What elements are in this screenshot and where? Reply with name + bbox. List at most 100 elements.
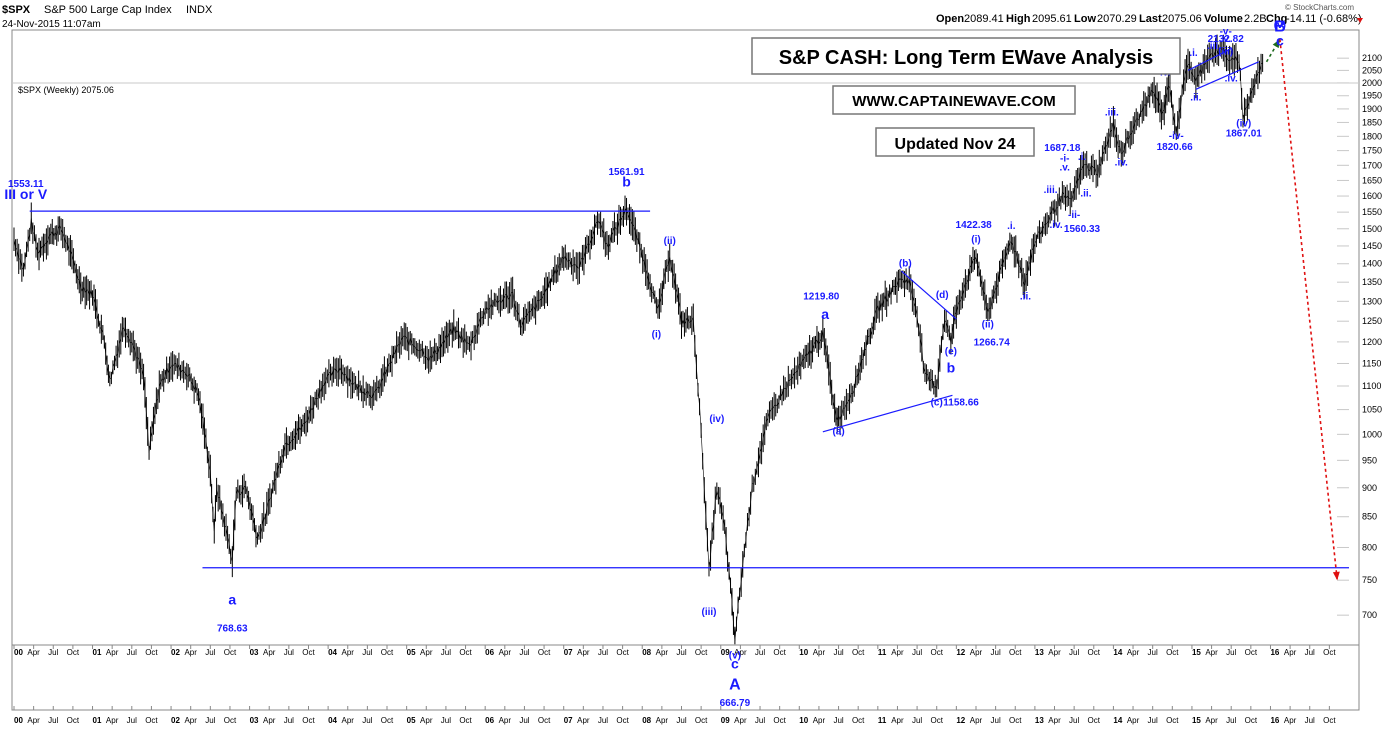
wave-label: a: [228, 591, 236, 607]
wave-label: -v-: [1220, 27, 1232, 38]
trend-lines: [29, 38, 1349, 581]
wave-label: (b): [899, 258, 912, 269]
x-tick-label-lower: Jul: [991, 716, 1001, 725]
x-tick-label-lower: 06: [485, 716, 494, 725]
legend-text: $SPX (Weekly) 2075.06: [18, 85, 114, 95]
y-tick-label: 1300: [1362, 296, 1382, 306]
x-tick-label-lower: Apr: [1205, 716, 1218, 725]
x-tick-label: Jul: [833, 648, 843, 657]
diagonal-lower-line: [1195, 61, 1259, 90]
y-tick-label: 1800: [1362, 131, 1382, 141]
x-tick-label: 12: [956, 648, 965, 657]
x-tick-label: Oct: [67, 648, 80, 657]
x-tick-label-lower: Oct: [224, 716, 237, 725]
wave-label: III or V: [4, 186, 47, 202]
wave-label: .v.: [1060, 163, 1071, 174]
grid-layer: [13, 57, 1349, 710]
x-tick-label: 01: [93, 648, 102, 657]
x-tick-label: 16: [1270, 648, 1279, 657]
x-tick-label-lower: Apr: [342, 716, 355, 725]
x-tick-label-lower: Apr: [184, 716, 197, 725]
wave-label: (iv): [1236, 119, 1251, 130]
wave-label: .i.: [1007, 221, 1016, 232]
diagonal-upper-line: [1187, 48, 1232, 71]
wave-label: (iii): [1218, 46, 1233, 57]
x-tick-label: Jul: [755, 648, 765, 657]
x-tick-label: Apr: [734, 648, 747, 657]
x-tick-label-lower: Oct: [302, 716, 315, 725]
y-tick-label: 900: [1362, 483, 1377, 493]
y-tick-label: 1650: [1362, 175, 1382, 185]
header-chg-label: Chg: [1266, 13, 1287, 25]
x-tick-label: 03: [250, 648, 259, 657]
x-tick-label: Apr: [656, 648, 669, 657]
x-tick-label: 07: [564, 648, 573, 657]
x-tick-label-lower: Oct: [695, 716, 708, 725]
y-tick-label: 1200: [1362, 337, 1382, 347]
x-tick-label-lower: 12: [956, 716, 965, 725]
header-low: 2070.29: [1097, 13, 1137, 25]
x-tick-label: Oct: [695, 648, 708, 657]
header-open: 2089.41: [964, 13, 1004, 25]
y-tick-label: 850: [1362, 512, 1377, 522]
wave-label: .ii.: [1080, 189, 1091, 200]
x-tick-label-lower: Apr: [577, 716, 590, 725]
price-line: [13, 46, 1263, 642]
header-datetime: 24-Nov-2015 11:07am: [2, 19, 101, 30]
wave-label: c: [1276, 33, 1284, 49]
x-tick-label: Apr: [1127, 648, 1140, 657]
x-tick-label: Apr: [970, 648, 983, 657]
x-tick-label-lower: Jul: [1148, 716, 1158, 725]
x-tick-label-lower: 01: [93, 716, 102, 725]
wave-label: 1820.66: [1157, 142, 1194, 153]
x-tick-label: Oct: [145, 648, 158, 657]
y-tick-label: 2100: [1362, 53, 1382, 63]
wave-label: .i.: [1078, 152, 1087, 163]
updated-box-text: Updated Nov 24: [895, 136, 1016, 153]
wave-label: (d): [936, 290, 949, 301]
wave-label: 1560.33: [1064, 224, 1101, 235]
y-tick-label: 700: [1362, 610, 1377, 620]
x-tick-label: Jul: [205, 648, 215, 657]
x-tick-label-lower: 07: [564, 716, 573, 725]
x-tick-label: 05: [407, 648, 416, 657]
wave-label: (c): [931, 398, 943, 409]
x-tick-label: 11: [878, 648, 887, 657]
wave-label: c: [731, 655, 739, 671]
wave-label: 1553.11: [8, 179, 44, 190]
header-low-label: Low: [1074, 13, 1096, 25]
x-tick-label: 02: [171, 648, 180, 657]
wave-label: -ii-: [1068, 210, 1080, 221]
wave-label: 666.79: [720, 698, 751, 709]
x-tick-label: Apr: [813, 648, 826, 657]
header-high-label: High: [1006, 13, 1031, 25]
x-tick-label-lower: Oct: [1245, 716, 1258, 725]
x-tick-label: 10: [799, 648, 808, 657]
wave-label: 1266.74: [974, 337, 1011, 348]
wave-label: (i): [652, 330, 661, 341]
x-tick-label: 14: [1113, 648, 1122, 657]
x-tick-label-lower: Oct: [852, 716, 865, 725]
x-tick-label-lower: Oct: [1009, 716, 1022, 725]
y-tick-label: 1450: [1362, 241, 1382, 251]
header-last: 2075.06: [1162, 13, 1202, 25]
y-tick-label: 1000: [1362, 429, 1382, 439]
x-tick-label-lower: Oct: [773, 716, 786, 725]
x-tick-label-lower: Apr: [1127, 716, 1140, 725]
y-tick-label: 1350: [1362, 277, 1382, 287]
wave-label: .iv.: [1115, 157, 1128, 168]
header-symbol: $SPX: [2, 4, 31, 16]
x-tick-label: Oct: [930, 648, 943, 657]
wave-label: (ii): [664, 236, 676, 247]
x-tick-label-lower: Oct: [930, 716, 943, 725]
x-tick-label: Oct: [852, 648, 865, 657]
y-tick-label: 1400: [1362, 259, 1382, 269]
chg-down-icon: [1357, 18, 1363, 23]
wave-label: a: [821, 306, 829, 322]
price-layer: [13, 34, 1264, 645]
x-tick-label-lower: Jul: [205, 716, 215, 725]
x-tick-label: Jul: [127, 648, 137, 657]
x-tick-label: Oct: [538, 648, 551, 657]
x-tick-label-lower: Jul: [519, 716, 529, 725]
